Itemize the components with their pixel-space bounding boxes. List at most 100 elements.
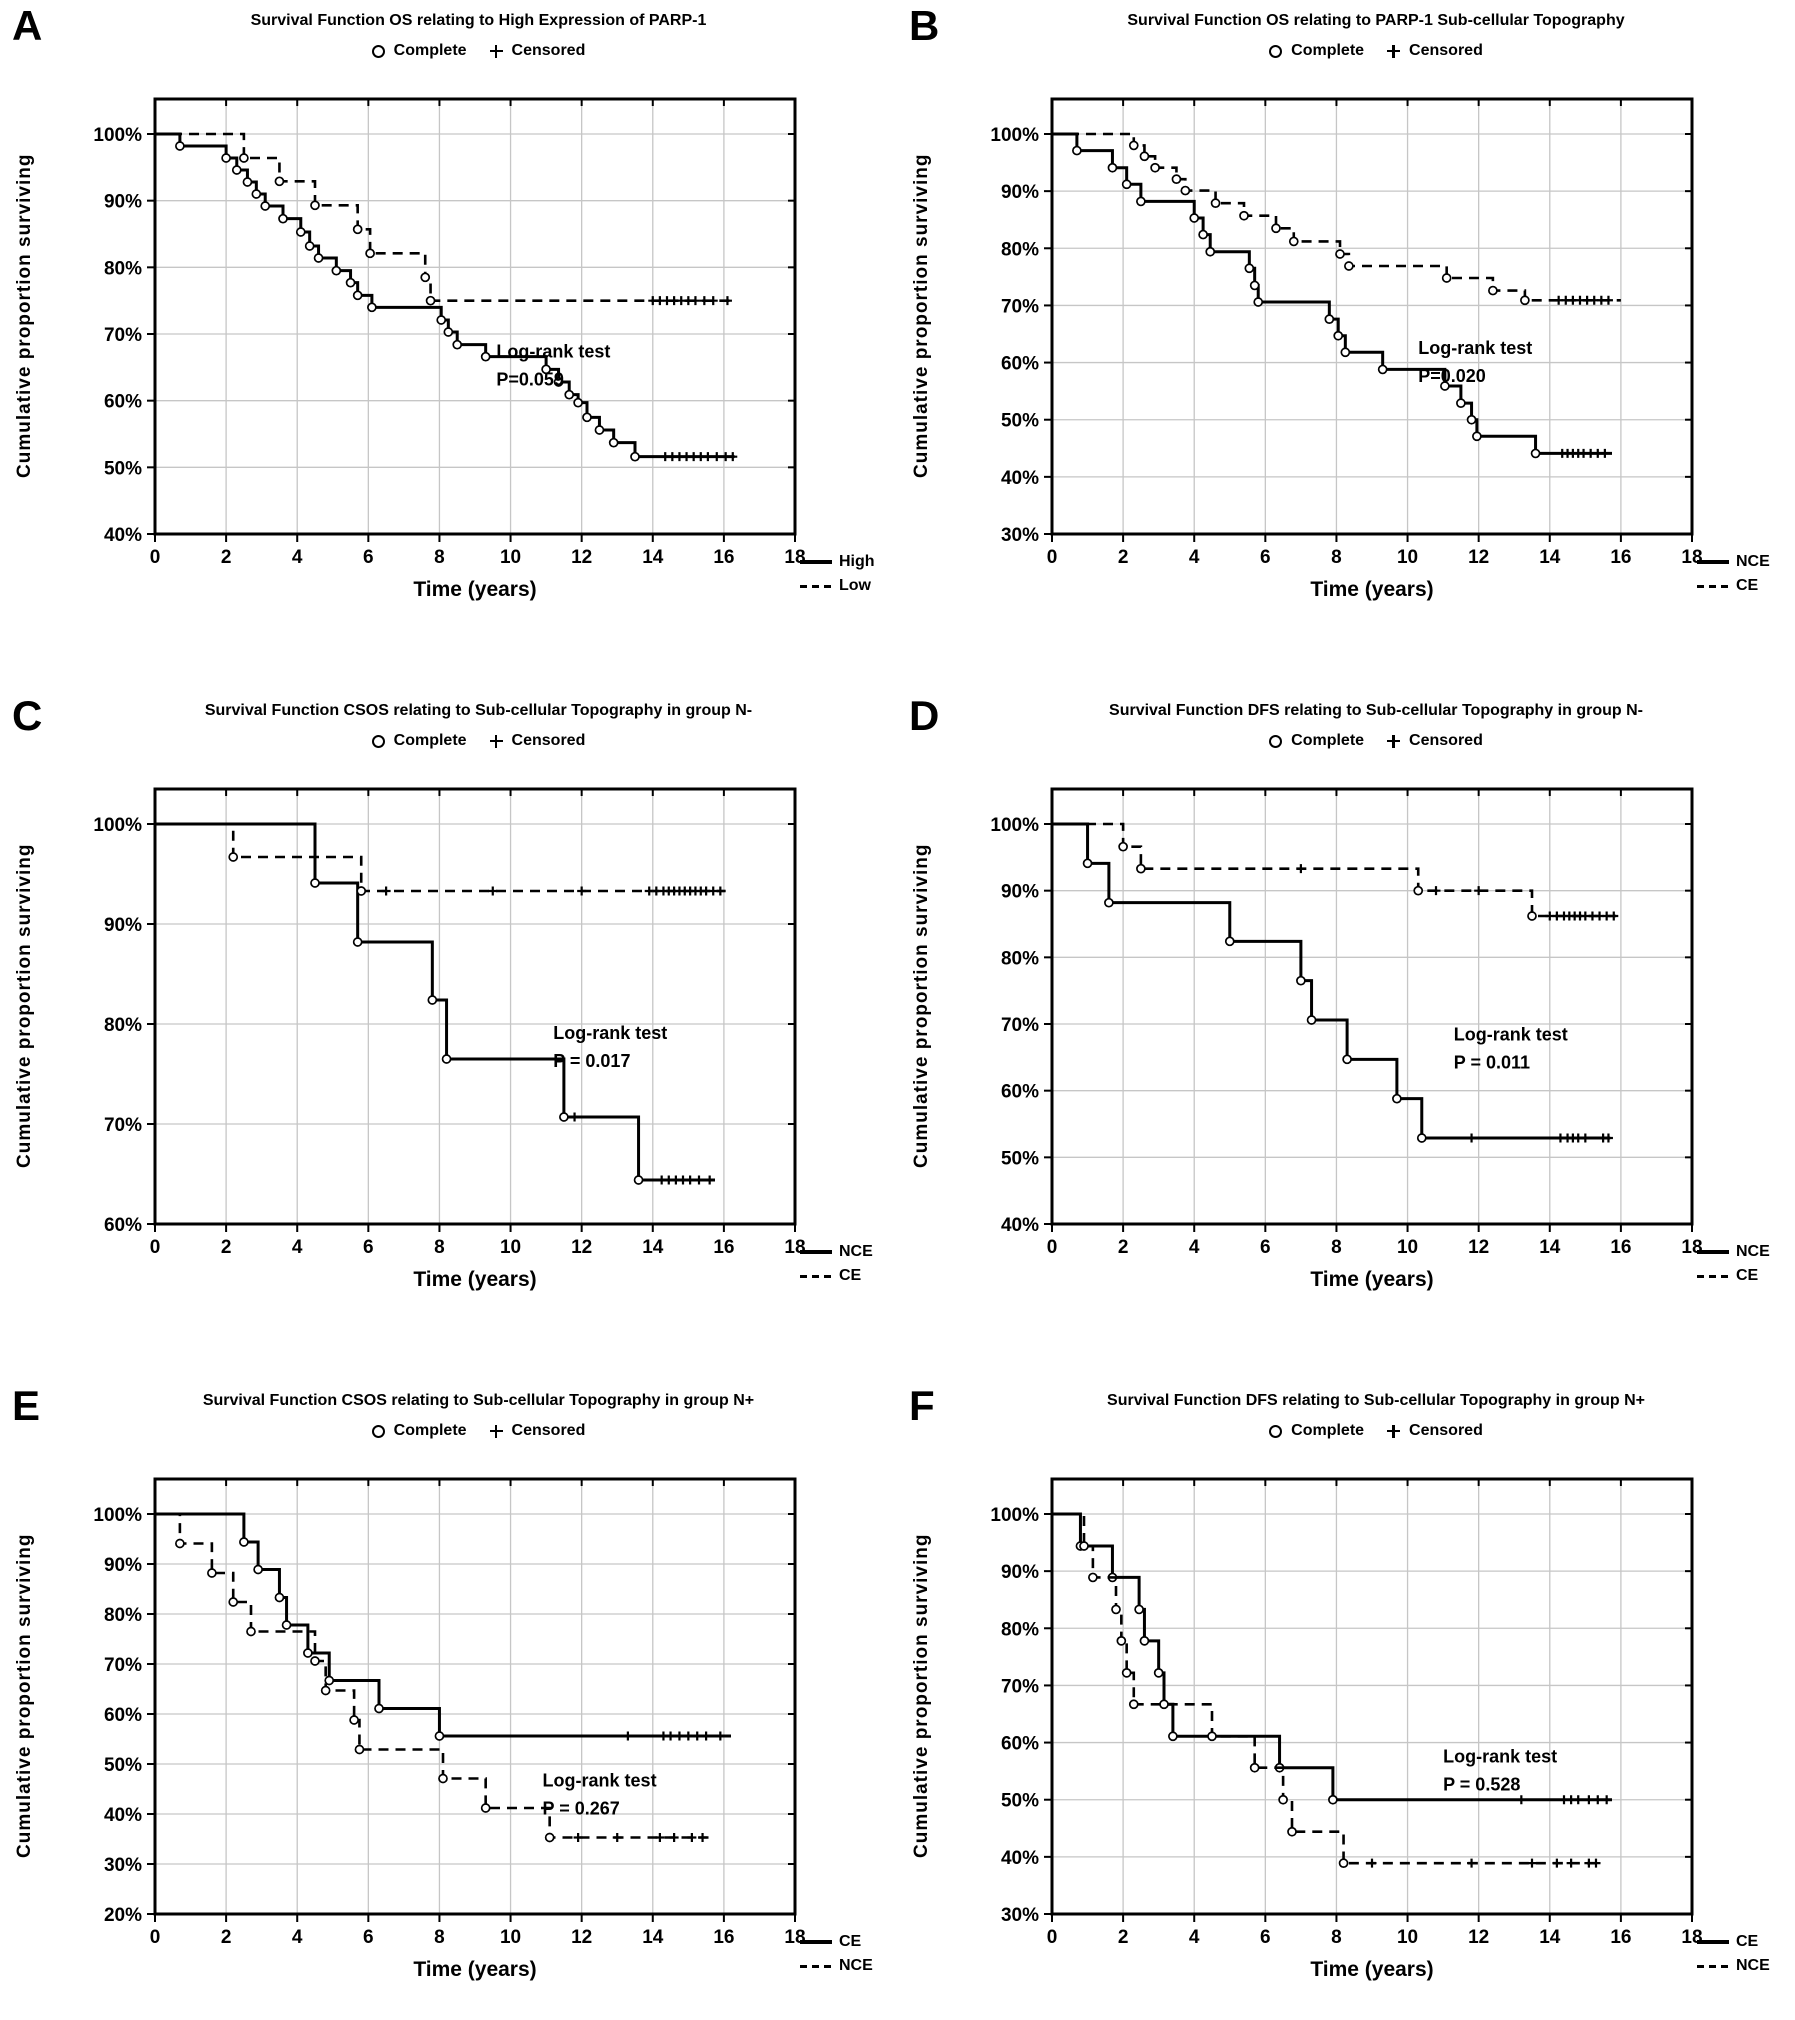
series-label: CE	[1736, 577, 1759, 594]
svg-text:2: 2	[1118, 1927, 1129, 1948]
svg-text:4: 4	[292, 1927, 303, 1948]
svg-text:12: 12	[1468, 1237, 1489, 1258]
censored-label: Censored	[1409, 42, 1483, 59]
svg-text:30%: 30%	[104, 1855, 142, 1876]
svg-text:16: 16	[1610, 547, 1631, 568]
svg-text:80%: 80%	[1001, 948, 1039, 969]
svg-text:100%: 100%	[990, 125, 1039, 146]
svg-text:14: 14	[1539, 1927, 1561, 1948]
complete-label: Complete	[393, 1422, 467, 1439]
km-plot-e: 0 2 4 6 8 10 12 14 16 1820%30%40%50%60%70%80%90%1…	[93, 1477, 806, 1981]
legend-row: NCE	[1697, 550, 1793, 574]
panel-letter: B	[909, 2, 940, 49]
km-plot-d: 0 2 4 6 8 10 12 14 16 1840%50%60%70%80%90%100%Tim…	[990, 787, 1703, 1291]
series-legend: NCE CE	[1697, 1240, 1793, 1288]
panel-e: E Survival Function CSOS relating to Sub…	[0, 1380, 897, 2020]
series-legend: CE NCE	[800, 1930, 896, 1978]
svg-text:4: 4	[292, 547, 303, 568]
legend-row: CE	[1697, 1930, 1793, 1954]
series-label: CE	[1736, 1267, 1759, 1284]
series-label: CE	[1736, 1933, 1759, 1950]
svg-text:Time (years): Time (years)	[1310, 578, 1433, 601]
svg-text:50%: 50%	[1001, 1148, 1039, 1169]
svg-text:40%: 40%	[1001, 1215, 1039, 1236]
marker-legend: Complete Censored	[977, 1422, 1775, 1440]
svg-text:2: 2	[1118, 1237, 1129, 1258]
svg-text:Time (years): Time (years)	[1310, 1268, 1433, 1291]
km-plot-f: 0 2 4 6 8 10 12 14 16 1830%40%50%60%70%80%90%100%…	[990, 1477, 1703, 1981]
svg-text:90%: 90%	[104, 192, 142, 213]
svg-text:30%: 30%	[1001, 525, 1039, 546]
svg-text:50%: 50%	[1001, 411, 1039, 432]
panel-letter: F	[909, 1382, 935, 1429]
series-label: NCE	[1736, 553, 1770, 570]
complete-marker-icon	[1269, 1424, 1283, 1438]
complete-label: Complete	[393, 732, 467, 749]
chart-title: Survival Function DFS relating to Sub-ce…	[1109, 702, 1643, 719]
dashed-line-sample	[1697, 584, 1729, 588]
y-axis-label: Cumulative proportion surviving	[911, 153, 932, 479]
legend-row: NCE	[1697, 1954, 1793, 1978]
solid-line-sample	[1697, 560, 1729, 564]
panel-letter: E	[12, 1382, 41, 1429]
svg-text:Time (years): Time (years)	[1310, 1958, 1433, 1981]
svg-text:8: 8	[1331, 1927, 1342, 1948]
censored-label: Censored	[1409, 1422, 1483, 1439]
svg-text:16: 16	[713, 1237, 734, 1258]
svg-text:60%: 60%	[1001, 1734, 1039, 1755]
svg-text:2: 2	[221, 547, 232, 568]
series-label: NCE	[1736, 1243, 1770, 1260]
svg-text:Log-rank test: Log-rank test	[553, 1023, 667, 1043]
svg-text:Time (years): Time (years)	[413, 1268, 536, 1291]
censored-marker-icon	[489, 734, 503, 748]
svg-text:P = 0.267: P = 0.267	[543, 1799, 620, 1819]
marker-legend: Complete Censored	[977, 42, 1775, 60]
series-label: NCE	[1736, 1957, 1770, 1974]
svg-text:60%: 60%	[104, 1215, 142, 1236]
svg-text:6: 6	[1260, 1927, 1271, 1948]
svg-text:80%: 80%	[1001, 239, 1039, 260]
chart-title: Survival Function CSOS relating to Sub-c…	[202, 1392, 755, 1409]
solid-line-sample	[1697, 1250, 1729, 1254]
panel-f: F Survival Function DFS relating to Sub-…	[897, 1380, 1795, 2020]
svg-text:70%: 70%	[104, 1115, 142, 1136]
censored-marker-icon	[1387, 1424, 1401, 1438]
svg-text:10: 10	[500, 1927, 521, 1948]
svg-text:16: 16	[713, 547, 734, 568]
svg-text:50%: 50%	[104, 1755, 142, 1776]
svg-text:14: 14	[642, 1927, 664, 1948]
svg-text:P=0.059: P=0.059	[496, 369, 564, 389]
legend-row: CE	[1697, 574, 1793, 598]
svg-text:14: 14	[642, 1237, 664, 1258]
dashed-line-sample	[800, 1274, 832, 1278]
svg-text:20%: 20%	[104, 1905, 142, 1926]
svg-text:80%: 80%	[104, 1015, 142, 1036]
svg-text:80%: 80%	[104, 1605, 142, 1626]
panel-b: B Survival Function OS relating to PARP-…	[897, 0, 1795, 690]
svg-text:12: 12	[571, 547, 592, 568]
svg-text:4: 4	[1189, 1237, 1200, 1258]
svg-text:8: 8	[434, 547, 445, 568]
y-axis-label: Cumulative proportion surviving	[911, 1533, 932, 1859]
svg-text:0: 0	[1047, 1927, 1058, 1948]
censored-marker-icon	[1387, 44, 1401, 58]
svg-text:100%: 100%	[990, 815, 1039, 836]
svg-text:60%: 60%	[104, 1705, 142, 1726]
svg-text:40%: 40%	[1001, 1848, 1039, 1869]
legend-row: NCE	[800, 1954, 896, 1978]
series-label: CE	[839, 1267, 862, 1284]
svg-text:100%: 100%	[93, 815, 142, 836]
panel-letter: D	[909, 692, 940, 739]
legend-row: CE	[800, 1264, 896, 1288]
svg-text:80%: 80%	[1001, 1619, 1039, 1640]
chart-title: Survival Function DFS relating to Sub-ce…	[1107, 1392, 1645, 1409]
censored-label: Censored	[511, 42, 586, 59]
svg-text:90%: 90%	[1001, 882, 1039, 903]
svg-text:4: 4	[1189, 1927, 1200, 1948]
svg-text:70%: 70%	[1001, 1015, 1039, 1036]
chart-title: Survival Function CSOS relating to Sub-c…	[204, 702, 753, 719]
svg-text:0: 0	[1047, 547, 1058, 568]
svg-text:Log-rank test: Log-rank test	[496, 341, 610, 361]
